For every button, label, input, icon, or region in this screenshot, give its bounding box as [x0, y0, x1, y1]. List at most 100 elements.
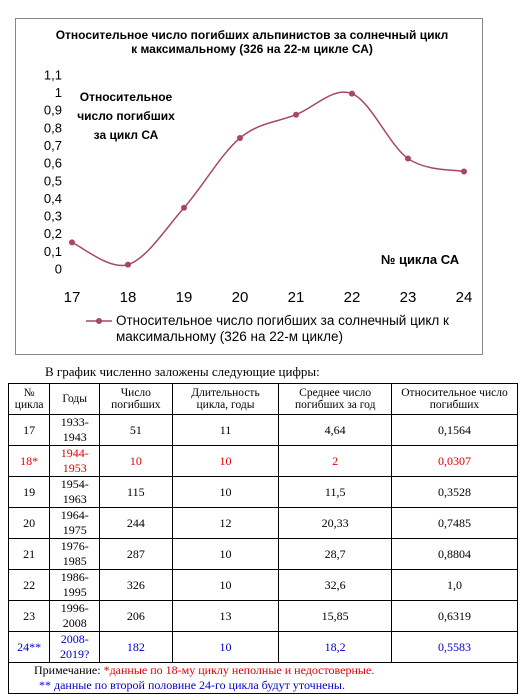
intro-text: В график численно заложены следующие циф…	[45, 364, 320, 379]
x-tick-label: 20	[232, 289, 249, 306]
table-cell: 182	[99, 631, 173, 663]
table-cell: 32,6	[278, 569, 392, 601]
y-tick-label: 1,1	[44, 67, 62, 82]
table-cell: 1944-1953	[49, 445, 101, 477]
table-cell: 28,7	[278, 538, 392, 570]
header-row: № цикла Годы Число погибших Длительность ци…	[7, 383, 519, 415]
x-tick-label: 19	[176, 289, 193, 306]
point	[125, 261, 131, 268]
table-cell: 22	[7, 569, 51, 601]
header-cell: Число погибших	[99, 383, 173, 415]
table-cell: 287	[99, 538, 173, 570]
x-tick-label: 22	[344, 289, 361, 306]
header-cell: № цикла	[7, 383, 51, 415]
note-cell: Примечание: *данные по 18-му циклу непол…	[8, 662, 518, 694]
table-cell: 1964-1975	[49, 507, 101, 539]
header-cell: Годы	[49, 383, 101, 415]
table-cell: 2008-2019?	[49, 631, 101, 663]
table-cell: 11,5	[278, 476, 392, 508]
data-table: № цикла Годы Число погибших Длительность ци…	[7, 383, 519, 694]
table-cell: 19	[7, 476, 51, 508]
series-line	[71, 91, 465, 267]
y-tick-label: 0,4	[44, 191, 62, 206]
x-tick-label: 24	[456, 289, 473, 306]
table-row: 23 1996-2008 206 13 15,85 0,6319	[7, 600, 519, 632]
table-cell: 17	[7, 414, 51, 446]
table-cell: 11	[171, 414, 280, 446]
table-cell: 244	[99, 507, 173, 539]
x-tick-label: 17	[64, 289, 81, 306]
point	[181, 204, 187, 211]
table-cell: 15,85	[278, 600, 392, 632]
legend-label: Относительное число погибших за солнечны…	[116, 313, 449, 344]
header-cell: Среднее число погибших за год	[278, 383, 392, 415]
y-tick-label: 0,3	[44, 209, 62, 224]
table-cell: 0,6319	[390, 600, 519, 632]
table-row: 17 1933-1943 51 11 4,64 0,1564	[7, 414, 519, 446]
point	[349, 90, 355, 97]
table-cell: 23	[7, 600, 51, 632]
table-cell: 115	[99, 476, 173, 508]
table-cell: 4,64	[278, 414, 392, 446]
table-cell: 1,0	[390, 569, 519, 601]
table-cell: 1976-1985	[49, 538, 101, 570]
x-tick-label: 23	[400, 289, 417, 306]
chart-title: Относительное число погибших альпинистов…	[55, 28, 449, 56]
table-cell: 0,5583	[390, 631, 519, 663]
table-cell: 51	[99, 414, 173, 446]
table-cell: 1933-1943	[49, 414, 101, 446]
x-annotation: № цикла СА	[380, 252, 460, 267]
table-cell: 21	[7, 538, 51, 570]
note-label: Примечание:	[34, 663, 101, 677]
point	[69, 239, 75, 246]
y-tick-label: 0	[55, 261, 62, 276]
table-cell: 1954-1963	[49, 476, 101, 508]
header-cell: Относительное число погибших	[390, 383, 519, 415]
table-cell: 0,1564	[390, 414, 519, 446]
chart: 0 0,1 0,2 0,3 0,4 0,5 0,6 0,7 0,8 0,9 1 1,1 17 18 19 20…	[44, 67, 473, 324]
table-cell: 13	[171, 600, 280, 632]
table-row: 24** 2008-2019? 182 10 18,2 0,5583	[7, 631, 519, 663]
table-row: 20 1964-1975 244 12 20,33 0,7485	[7, 507, 519, 539]
note-1: *данные по 18-му циклу неполные и недост…	[103, 663, 375, 677]
x-tick-label: 21	[288, 289, 305, 306]
y-tick-label: 0,1	[44, 244, 62, 259]
note-row: Примечание: *данные по 18-му циклу непол…	[8, 662, 518, 694]
table-row: 22 1986-1995 326 10 32,6 1,0	[7, 569, 519, 601]
header-cell: Длительность цикла, годы	[171, 383, 280, 415]
table-cell: 10	[171, 631, 280, 663]
y-tick-label: 0,6	[44, 156, 62, 171]
table-cell: 0,0307	[390, 445, 519, 477]
table-cell: 12	[171, 507, 280, 539]
table-row: 21 1976-1985 287 10 28,7 0,8804	[7, 538, 519, 570]
table-cell: 24**	[7, 631, 51, 663]
y-tick-label: 0,9	[44, 103, 62, 118]
y-tick-label: 0,2	[44, 226, 62, 241]
table-cell: 10	[171, 445, 280, 477]
note-2: ** данные по второй половине 24-го цикла…	[39, 678, 345, 692]
table-cell: 206	[99, 600, 173, 632]
y-annotation: Относительное число погибших за цикл СА	[77, 90, 175, 142]
table-cell: 10	[171, 538, 280, 570]
y-tick-label: 0,5	[44, 173, 62, 188]
point	[405, 155, 411, 162]
table-cell: 18*	[7, 445, 51, 477]
y-tick-label: 1	[55, 85, 62, 100]
table-cell: 20	[7, 507, 51, 539]
table-cell: 0,3528	[390, 476, 519, 508]
table-cell: 20,33	[278, 507, 392, 539]
point	[237, 134, 243, 141]
table-cell: 18,2	[278, 631, 392, 663]
point	[293, 111, 299, 118]
table-cell: 10	[99, 445, 173, 477]
table-cell: 0,7485	[390, 507, 519, 539]
table-row: 19 1954-1963 115 10 11,5 0,3528	[7, 476, 519, 508]
page: 0 0,1 0,2 0,3 0,4 0,5 0,6 0,7 0,8 0,9 1 1,1 17 18 19 20…	[7, 18, 519, 694]
table-cell: 0,8804	[390, 538, 519, 570]
point	[461, 168, 467, 175]
x-tick-label: 18	[120, 289, 137, 306]
y-tick-label: 0,7	[44, 138, 62, 153]
y-tick-label: 0,8	[44, 120, 62, 135]
table-cell: 326	[99, 569, 173, 601]
legend-marker	[96, 318, 102, 324]
